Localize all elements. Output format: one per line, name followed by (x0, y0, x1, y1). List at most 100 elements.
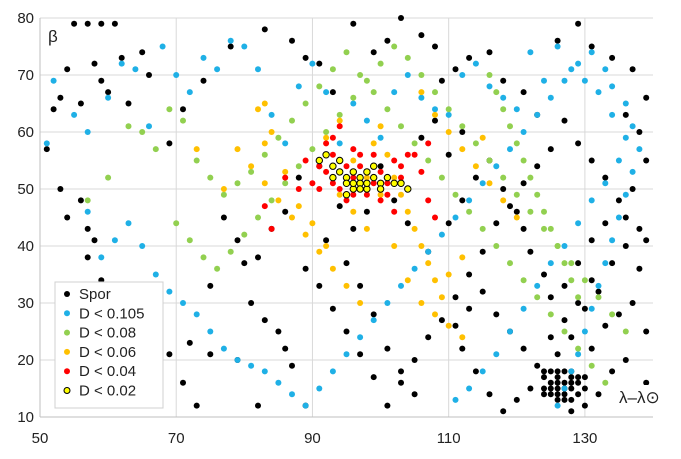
data-point (541, 208, 547, 215)
data-point (479, 180, 486, 187)
data-point (622, 134, 629, 141)
data-point (323, 237, 330, 244)
data-point (152, 271, 159, 278)
data-point (438, 231, 445, 238)
y-tick-label: 80 (17, 10, 34, 27)
data-point (602, 220, 609, 227)
data-point (329, 162, 337, 170)
data-point (452, 214, 459, 221)
data-point (643, 237, 650, 244)
data-point (329, 173, 337, 182)
data-point (527, 248, 534, 255)
data-point (398, 15, 404, 21)
data-point (554, 351, 561, 358)
data-point (316, 385, 323, 392)
data-point (425, 157, 432, 164)
data-point (418, 32, 425, 39)
data-point (336, 111, 343, 118)
data-point (370, 49, 377, 56)
data-point (111, 20, 118, 27)
data-point (452, 322, 459, 329)
data-point (575, 379, 582, 386)
data-point (84, 20, 91, 27)
data-point (588, 305, 595, 312)
data-point (349, 168, 357, 176)
data-point (575, 220, 582, 227)
data-point (418, 300, 425, 306)
data-point (261, 180, 268, 187)
data-point (404, 208, 411, 215)
data-point (315, 156, 323, 165)
data-point (383, 173, 392, 182)
data-point (342, 191, 351, 199)
data-point (289, 391, 295, 398)
data-point (520, 277, 527, 284)
data-point (350, 146, 357, 153)
data-point (411, 357, 418, 363)
data-point (554, 374, 561, 381)
data-point (581, 277, 588, 284)
data-point (609, 368, 616, 375)
data-point (255, 214, 261, 221)
data-point (302, 157, 309, 164)
data-point (445, 151, 452, 158)
data-point (357, 151, 364, 158)
data-point (432, 106, 438, 113)
data-point (479, 368, 486, 375)
data-point (398, 123, 404, 130)
data-point (595, 89, 602, 96)
data-point (357, 163, 364, 170)
data-point (568, 368, 575, 375)
data-point (466, 271, 473, 278)
data-point (363, 77, 370, 84)
data-point (166, 106, 173, 113)
data-point (513, 214, 520, 221)
legend-label: D < 0.105 (79, 305, 144, 322)
data-point (486, 49, 493, 56)
data-point (554, 37, 561, 44)
data-point (350, 157, 357, 164)
data-point (561, 77, 568, 84)
data-point (418, 134, 425, 141)
data-point (309, 146, 316, 153)
x-axis-title-background (614, 385, 658, 409)
data-point (118, 54, 125, 61)
data-point (227, 43, 234, 50)
data-point (391, 243, 398, 249)
data-point (486, 391, 493, 398)
data-point (248, 300, 255, 306)
data-point (561, 117, 568, 124)
data-point (568, 374, 575, 381)
data-point (193, 402, 200, 409)
data-point (105, 89, 112, 96)
data-point (302, 265, 309, 272)
data-point (336, 140, 343, 147)
data-point (146, 72, 152, 78)
data-point (370, 180, 377, 187)
data-point (404, 277, 411, 284)
data-point (125, 220, 132, 227)
data-point (609, 54, 616, 61)
data-point (452, 294, 459, 301)
data-point (207, 174, 214, 181)
data-point (84, 254, 91, 261)
data-point (459, 123, 466, 130)
data-point (575, 60, 582, 67)
data-point (588, 49, 595, 56)
data-point (98, 77, 105, 84)
data-point (493, 243, 500, 249)
data-point (316, 248, 323, 255)
data-point (520, 180, 527, 187)
data-point (261, 100, 268, 107)
y-tick-label: 30 (17, 295, 34, 312)
data-point (295, 174, 302, 181)
data-point (452, 66, 459, 73)
data-point (336, 156, 344, 165)
data-point (207, 351, 214, 358)
data-point (193, 311, 200, 318)
data-point (370, 374, 377, 381)
data-point (357, 72, 364, 78)
x-tick-label: 70 (168, 430, 185, 447)
data-point (411, 391, 418, 398)
data-point (350, 94, 357, 101)
